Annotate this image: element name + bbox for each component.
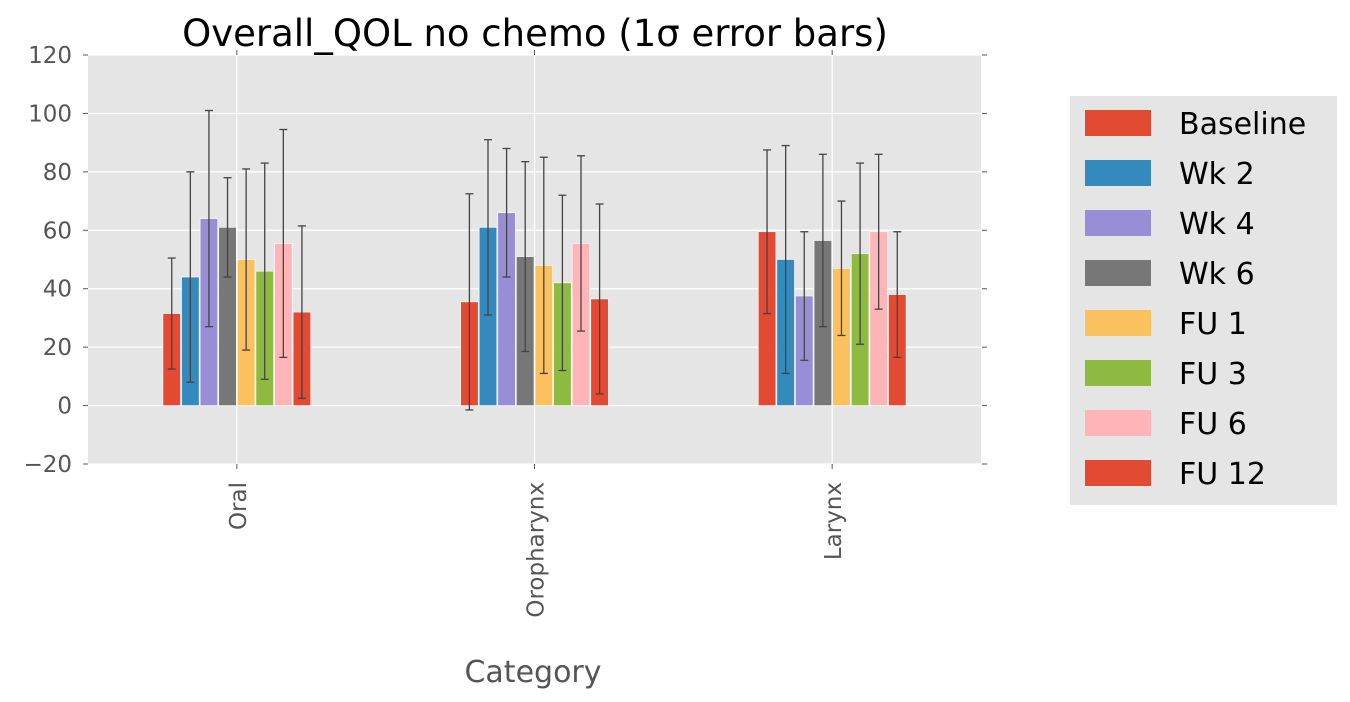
legend: Baseline Wk 2 Wk 4 Wk 6 FU 1 FU 3 FU 6 FU 12 — [1070, 96, 1337, 505]
legend-swatch — [1085, 210, 1151, 236]
legend-swatch — [1085, 360, 1151, 386]
y-tick-label: 40 — [43, 277, 72, 303]
legend-swatch — [1085, 460, 1151, 486]
legend-label: FU 6 — [1179, 407, 1247, 442]
x-tick-label: Oral — [226, 482, 252, 530]
legend-items: Baseline Wk 2 Wk 4 Wk 6 FU 1 FU 3 FU 6 FU 12 — [1085, 107, 1306, 492]
legend-swatch — [1085, 410, 1151, 436]
legend-label: FU 12 — [1179, 457, 1266, 492]
y-tick-label: 120 — [28, 43, 72, 69]
legend-swatch — [1085, 110, 1151, 136]
y-tick-label: 0 — [57, 394, 72, 420]
y-tick-label: 60 — [43, 218, 72, 244]
error-bars-group — [167, 109, 902, 411]
legend-label: FU 3 — [1179, 357, 1247, 392]
legend-label: Wk 4 — [1179, 207, 1255, 242]
chart-title: Overall_QOL no chemo (1σ error bars) — [182, 12, 888, 55]
x-axis-label: Category — [464, 655, 601, 690]
y-tick-label: 80 — [43, 160, 72, 186]
legend-swatch — [1085, 160, 1151, 186]
x-tick-label: Oropharynx — [524, 482, 550, 618]
y-tick-label: −20 — [23, 452, 72, 478]
legend-label: Baseline — [1179, 107, 1306, 142]
legend-label: Wk 2 — [1179, 157, 1255, 192]
ticks-group: −20 0 20 40 60 80 100 120 Oral Oropharynx Larynx — [23, 43, 987, 618]
legend-swatch — [1085, 310, 1151, 336]
y-tick-label: 20 — [43, 335, 72, 361]
bars-group — [162, 212, 907, 406]
legend-swatch — [1085, 260, 1151, 286]
legend-label: Wk 6 — [1179, 257, 1255, 292]
legend-label: FU 1 — [1179, 307, 1247, 342]
x-tick-label: Larynx — [821, 482, 847, 560]
y-tick-label: 100 — [28, 101, 72, 127]
